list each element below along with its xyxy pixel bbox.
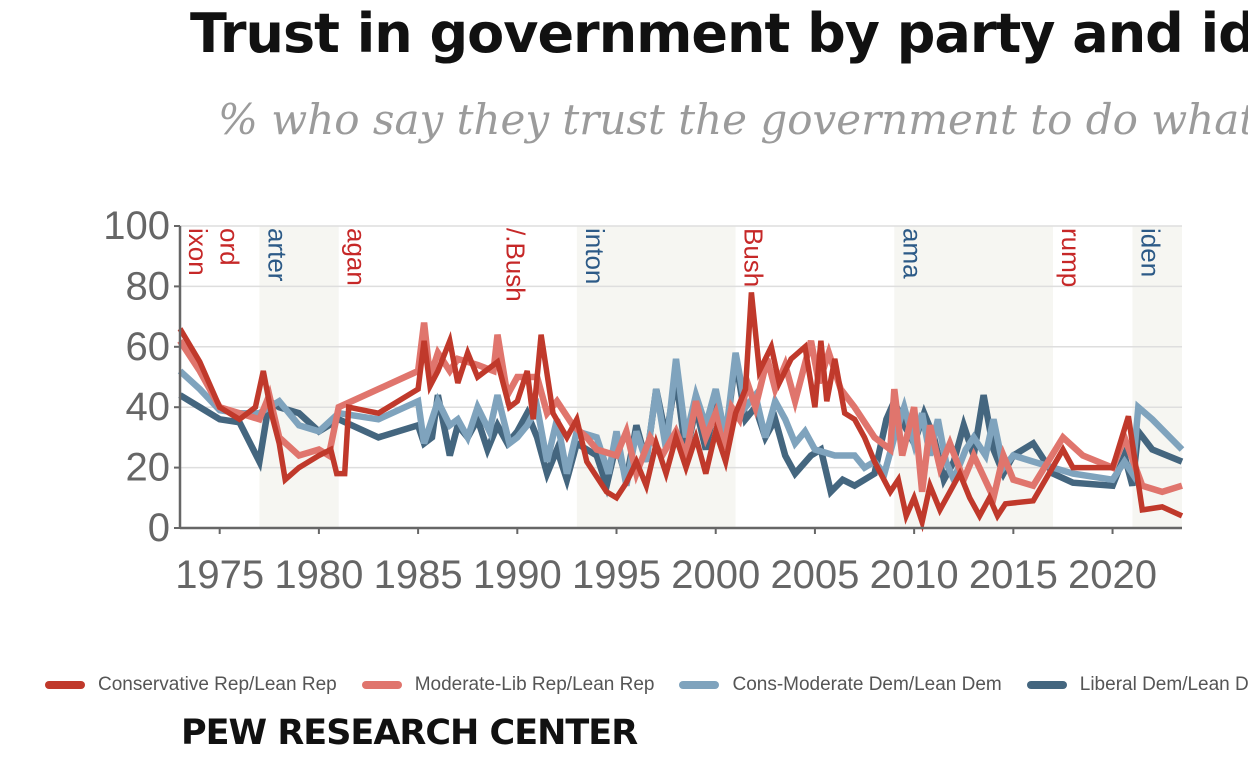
admin-label: arter bbox=[262, 228, 292, 282]
y-tick-label: 20 bbox=[126, 446, 171, 490]
y-tick-label: 40 bbox=[126, 385, 171, 429]
x-tick-label: 1990 bbox=[473, 553, 562, 597]
legend-item-liberal-dem[interactable]: Liberal Dem/Lean Dem bbox=[1026, 674, 1248, 696]
y-tick-label: 0 bbox=[148, 506, 170, 550]
chart-title: Trust in government by party and ideolog… bbox=[190, 2, 1248, 65]
axes: 0 20 40 60 80 100 1975 1980 1985 1990 1995 2000 2005… bbox=[103, 204, 1182, 597]
legend-swatch-cons-moderate-dem bbox=[679, 681, 720, 689]
x-tick-label: 2000 bbox=[671, 553, 760, 597]
x-tick-label: 1985 bbox=[374, 553, 463, 597]
admin-band bbox=[259, 226, 339, 528]
legend-item-cons-moderate-dem[interactable]: Cons-Moderate Dem/Lean Dem bbox=[679, 674, 1002, 696]
administration-labels: ixon ord arter agan /.Bush inton Bush ama rump id… bbox=[183, 228, 1165, 302]
admin-label: iden bbox=[1135, 228, 1165, 277]
legend-swatch-moderate-lib-rep bbox=[361, 681, 402, 689]
legend: Conservative Rep/Lean Rep Moderate-Lib R… bbox=[45, 672, 1248, 698]
y-tick-label: 80 bbox=[126, 264, 171, 308]
legend-swatch-liberal-dem bbox=[1026, 681, 1067, 689]
trust-line-chart: ixon ord arter agan /.Bush inton Bush ama rump id… bbox=[103, 204, 1185, 597]
admin-label: rump bbox=[1056, 228, 1086, 287]
y-tick-label: 60 bbox=[126, 325, 171, 369]
x-tick-label: 2015 bbox=[969, 553, 1058, 597]
x-tick-label: 2005 bbox=[770, 553, 859, 597]
admin-label: ord bbox=[215, 228, 245, 266]
legend-swatch-conservative-rep bbox=[45, 681, 85, 689]
y-tick-label: 100 bbox=[103, 204, 170, 248]
x-tick-label: 1995 bbox=[572, 553, 661, 597]
x-tick-label: 2010 bbox=[870, 553, 959, 597]
admin-label: agan bbox=[342, 228, 372, 286]
legend-label: Liberal Dem/Lean Dem bbox=[1079, 674, 1248, 695]
admin-label: Bush bbox=[739, 228, 769, 287]
series-lines bbox=[177, 292, 1185, 533]
admin-label: /.Bush bbox=[501, 228, 531, 302]
admin-label: ixon bbox=[183, 228, 213, 276]
x-tick-label: 2020 bbox=[1068, 553, 1157, 597]
legend-label: Cons-Moderate Dem/Lean Dem bbox=[732, 674, 1002, 695]
admin-label: ama bbox=[897, 228, 927, 279]
legend-label: Conservative Rep/Lean Rep bbox=[98, 674, 337, 695]
chart-subtitle: % who say they trust the government to d… bbox=[218, 95, 1248, 144]
x-tick-label: 1980 bbox=[274, 553, 363, 597]
legend-item-moderate-lib-rep[interactable]: Moderate-Lib Rep/Lean Rep bbox=[361, 674, 655, 696]
source-credit: PEW RESEARCH CENTER bbox=[181, 713, 638, 753]
series-line bbox=[177, 352, 1185, 489]
admin-label: inton bbox=[580, 228, 610, 284]
legend-label: Moderate-Lib Rep/Lean Rep bbox=[414, 674, 655, 695]
x-tick-label: 1975 bbox=[175, 553, 264, 597]
series-line bbox=[177, 292, 1184, 533]
legend-item-conservative-rep[interactable]: Conservative Rep/Lean Rep bbox=[45, 674, 337, 696]
